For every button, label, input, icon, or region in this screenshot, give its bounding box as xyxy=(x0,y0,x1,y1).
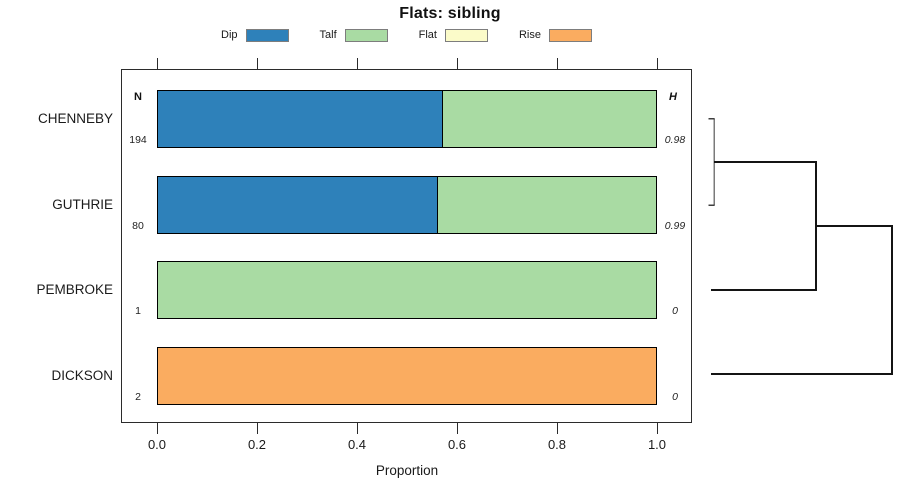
category-label-guthrie: GUTHRIE xyxy=(52,196,113,212)
stacked-bar-dickson xyxy=(157,346,657,405)
legend-item-talf: Talf xyxy=(319,28,388,42)
category-label-dickson: DICKSON xyxy=(51,368,113,383)
legend: Dip Talf Flat Rise xyxy=(121,26,692,44)
h-value-guthrie: 0.99 xyxy=(664,219,686,232)
bottom-tick-3 xyxy=(457,423,458,434)
legend-swatch-flat xyxy=(444,28,488,42)
n-value-guthrie: 80 xyxy=(132,219,144,232)
legend-swatch-rise xyxy=(549,28,592,42)
bottom-tick-5 xyxy=(657,423,658,434)
legend-swatch-talf xyxy=(344,28,388,42)
x-tick-label-5: 1.0 xyxy=(647,437,667,452)
legend-item-flat: Flat xyxy=(418,28,488,42)
n-column-header: N xyxy=(134,91,142,103)
n-value-pembroke: 1 xyxy=(135,305,141,317)
legend-label-talf: Talf xyxy=(319,29,337,41)
legend-item-rise: Rise xyxy=(518,28,592,42)
h-column-header: H xyxy=(669,91,677,103)
bar-segment-dip xyxy=(158,176,437,233)
category-label-chenneby: CHENNEBY xyxy=(37,111,113,126)
h-value-pembroke: 0 xyxy=(672,305,678,317)
bottom-tick-0 xyxy=(157,423,158,434)
top-tick-4 xyxy=(557,58,558,69)
bottom-tick-2 xyxy=(357,423,358,434)
bar-segment-talf xyxy=(436,176,656,233)
bottom-tick-4 xyxy=(557,423,558,434)
legend-label-flat: Flat xyxy=(418,29,437,41)
bar-segment-talf xyxy=(441,91,656,147)
stacked-bar-chenneby xyxy=(157,90,657,148)
x-tick-label-2: 0.4 xyxy=(347,437,367,452)
legend-swatch-dip xyxy=(245,28,289,42)
bar-segment-rise xyxy=(158,347,656,404)
x-tick-label-0: 0.0 xyxy=(147,437,167,452)
stacked-bar-pembroke xyxy=(157,261,657,319)
stacked-bar-guthrie xyxy=(157,175,657,234)
h-value-chenneby: 0.98 xyxy=(664,134,686,146)
x-tick-label-3: 0.6 xyxy=(447,437,467,452)
top-tick-1 xyxy=(257,58,258,69)
legend-item-dip: Dip xyxy=(221,28,289,42)
bar-segment-dip xyxy=(158,91,442,147)
n-value-dickson: 2 xyxy=(135,390,141,403)
h-value-dickson: 0 xyxy=(672,390,678,403)
legend-label-dip: Dip xyxy=(221,29,238,41)
category-label-pembroke: PEMBROKE xyxy=(36,282,113,297)
bar-segment-talf xyxy=(158,262,656,318)
top-tick-2 xyxy=(357,58,358,69)
plot-area xyxy=(121,69,692,423)
top-tick-0 xyxy=(157,58,158,69)
top-tick-5 xyxy=(657,58,658,69)
legend-label-rise: Rise xyxy=(518,29,541,41)
x-tick-label-4: 0.8 xyxy=(547,437,567,452)
n-value-chenneby: 194 xyxy=(129,134,147,146)
top-tick-3 xyxy=(457,58,458,69)
x-tick-label-1: 0.2 xyxy=(247,437,267,452)
bottom-tick-1 xyxy=(257,423,258,434)
x-axis-label: Proportion xyxy=(375,463,439,478)
chart-title: Flats: sibling xyxy=(399,5,501,22)
